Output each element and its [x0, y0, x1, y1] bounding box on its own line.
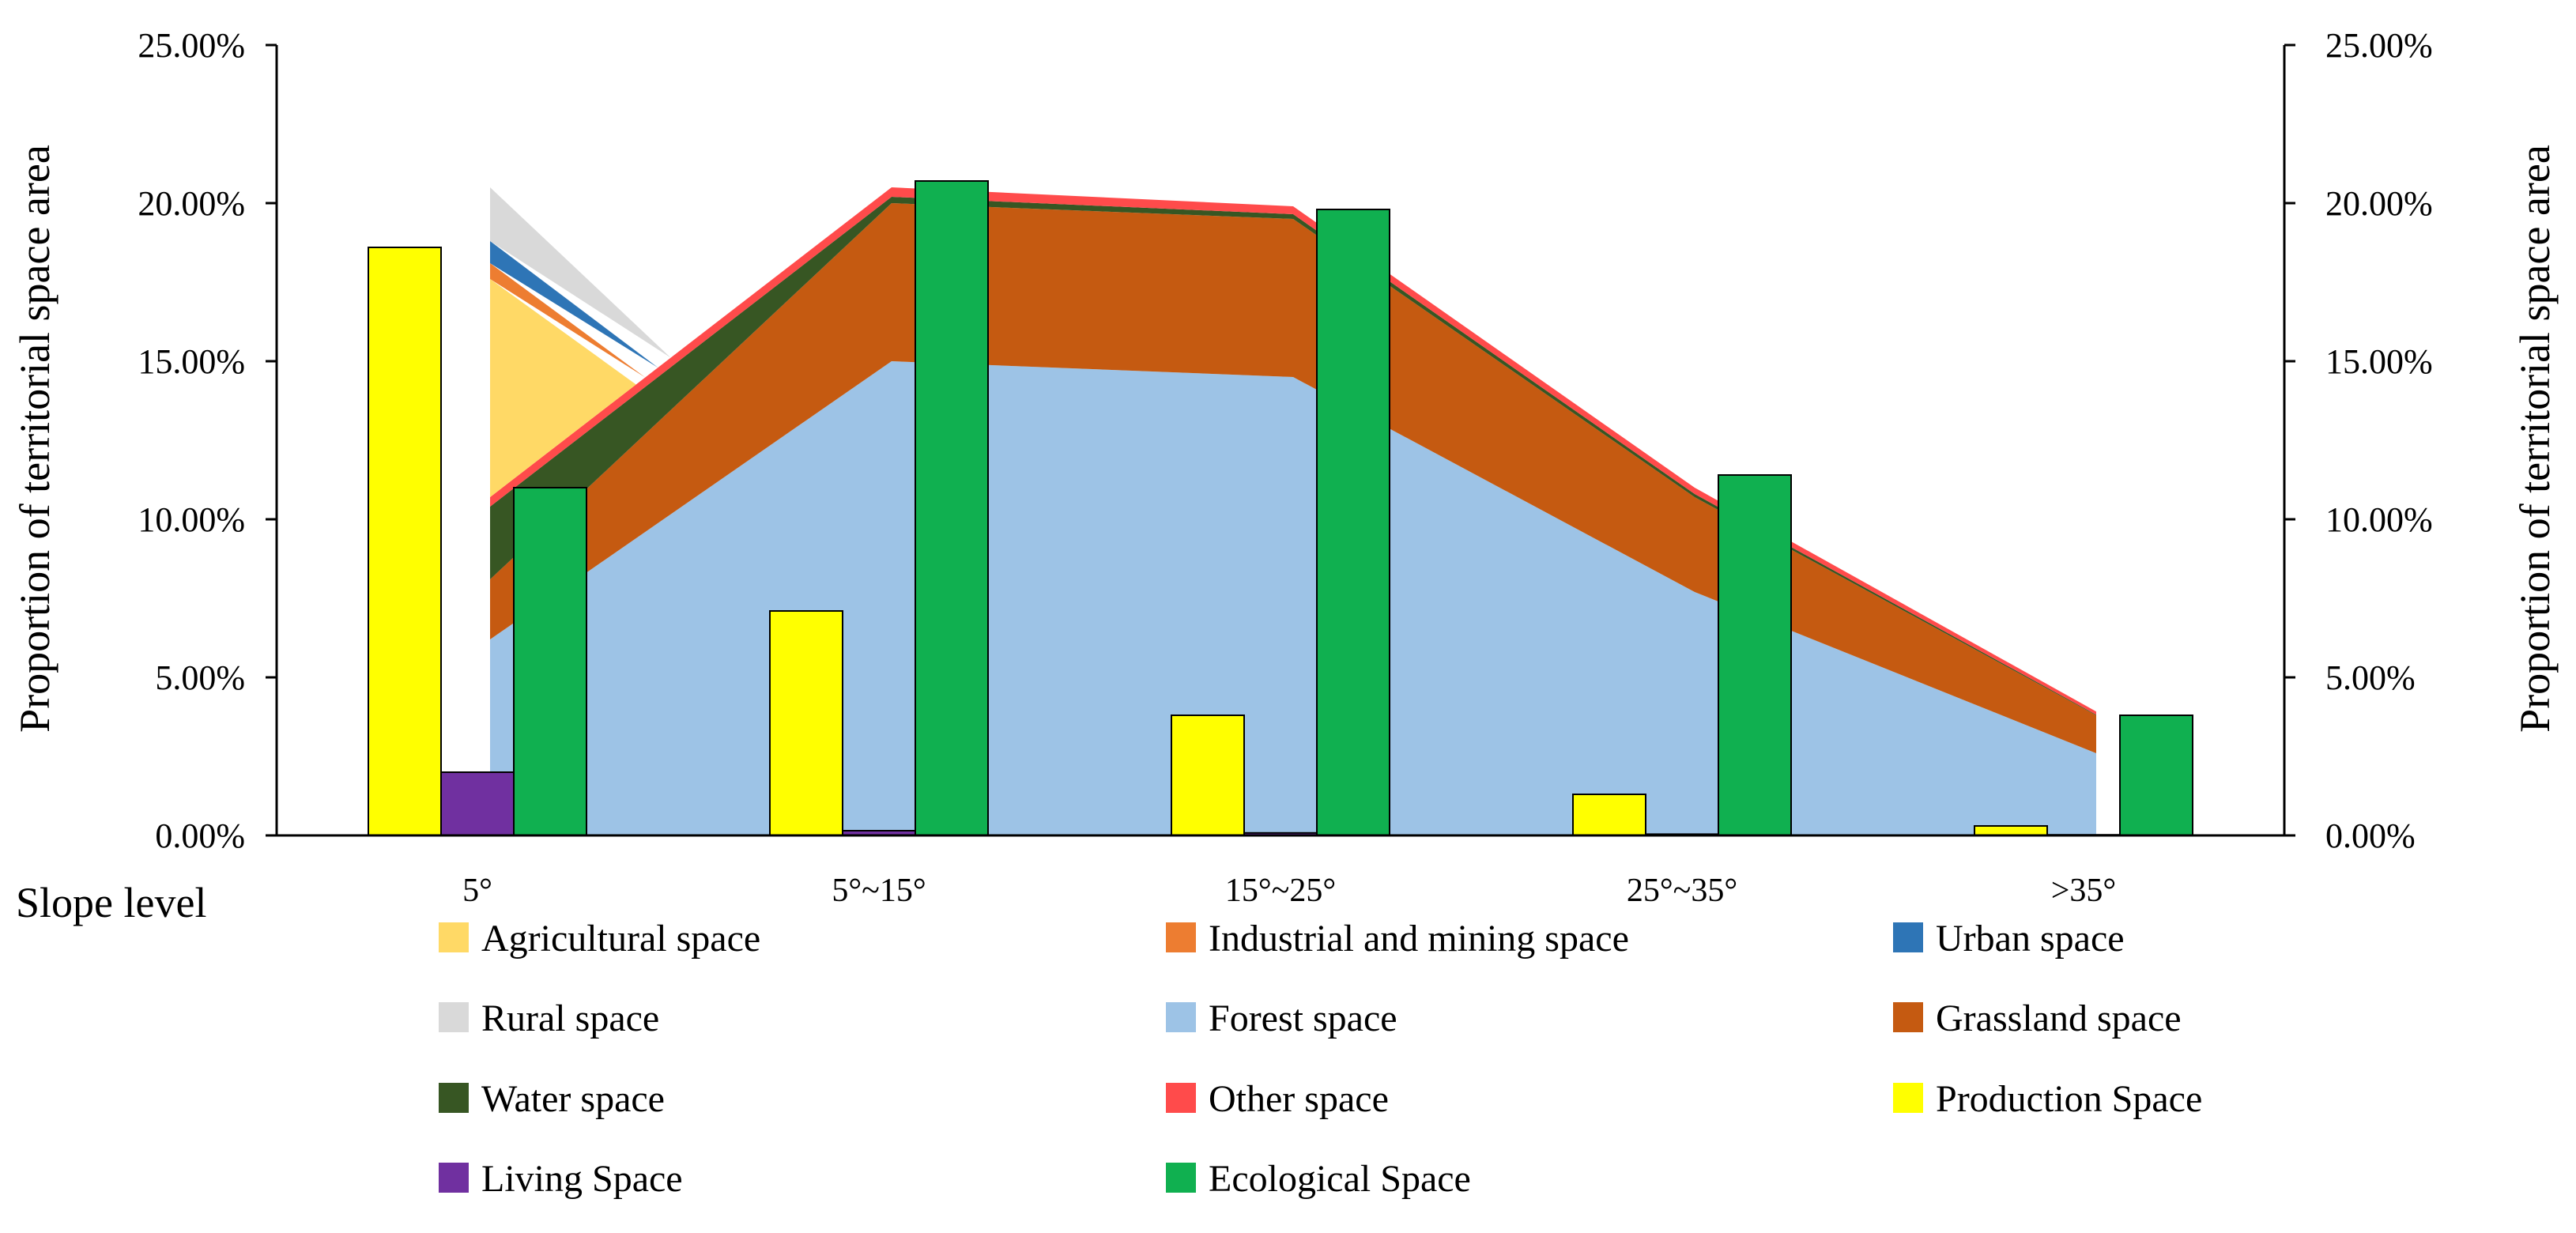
x-tick-label: 5°~15° — [832, 873, 926, 909]
y-axis-title-right: Proportion of territorial space area — [2511, 145, 2559, 733]
legend-swatch-living-space — [439, 1163, 469, 1193]
legend-swatch-production-space — [1893, 1083, 1923, 1113]
legend-label-urban-space: Urban space — [1936, 918, 2125, 960]
area-urban-space — [490, 241, 658, 368]
legend-swatch-forest-space — [1166, 1002, 1196, 1032]
legend-label-ecological-space: Ecological Space — [1209, 1158, 1471, 1200]
area-agricultural-space — [490, 279, 636, 497]
x-tick-label: 5° — [462, 873, 492, 909]
legend-label-grassland-space: Grassland space — [1936, 997, 2182, 1039]
legend: Agricultural space Industrial and mining … — [439, 918, 2202, 1200]
legend-swatch-water-space — [439, 1083, 469, 1113]
y-tick-label-left: 0.00% — [155, 816, 245, 855]
legend-label-living-space: Living Space — [481, 1158, 683, 1200]
y-axis-title-left: Proportion of territorial space area — [11, 145, 58, 733]
legend-label-industrial-and-mining-space: Industrial and mining space — [1209, 918, 1629, 960]
legend-swatch-rural-space — [439, 1002, 469, 1032]
y-tick-label-right: 0.00% — [2325, 816, 2416, 855]
bar-ecological-space — [513, 487, 587, 836]
bar-ecological-space — [915, 180, 989, 836]
x-tick-label: 15°~25° — [1225, 873, 1336, 909]
area-layer — [490, 187, 2096, 835]
bar-production-space — [1572, 794, 1646, 836]
area-grassland-space — [490, 203, 2096, 753]
legend-label-other-space: Other space — [1209, 1078, 1389, 1120]
y-tick-label-right: 5.00% — [2325, 658, 2416, 697]
bar-living-space — [440, 771, 515, 836]
bar-production-space — [1171, 715, 1245, 836]
area-forest-space — [490, 361, 2096, 835]
legend-swatch-ecological-space — [1166, 1163, 1196, 1193]
area-industrial-and-mining-space — [490, 263, 646, 378]
bar-production-space — [769, 610, 843, 836]
legend-label-agricultural-space: Agricultural space — [481, 918, 760, 960]
x-axis-title: Slope level — [16, 879, 206, 926]
x-tick-label: 25°~35° — [1627, 873, 1737, 909]
bar-ecological-space — [2119, 715, 2193, 836]
legend-label-rural-space: Rural space — [481, 997, 659, 1039]
y-tick-label-right: 25.00% — [2325, 26, 2433, 65]
y-tick-label-left: 20.00% — [138, 184, 245, 223]
legend-swatch-other-space — [1166, 1083, 1196, 1113]
legend-label-production-space: Production Space — [1936, 1078, 2202, 1120]
tick-layer: 0.00% 0.00% 5.00% 5.00% 10.00% 10.00% 15.00% 15… — [138, 26, 2432, 909]
legend-label-water-space: Water space — [481, 1078, 665, 1120]
bar-production-space — [368, 247, 442, 836]
bar-layer — [368, 180, 2193, 837]
legend-label-forest-space: Forest space — [1209, 997, 1397, 1039]
area-rural-space — [490, 187, 671, 358]
x-tick-label: >35° — [2051, 873, 2116, 909]
legend-swatch-urban-space — [1893, 922, 1923, 952]
y-tick-label-left: 10.00% — [138, 500, 245, 539]
y-tick-label-left: 5.00% — [155, 658, 245, 697]
legend-swatch-industrial-and-mining-space — [1166, 922, 1196, 952]
y-tick-label-right: 20.00% — [2325, 184, 2433, 223]
y-tick-label-right: 15.00% — [2325, 342, 2433, 381]
y-tick-label-left: 15.00% — [138, 342, 245, 381]
y-tick-label-right: 10.00% — [2325, 500, 2433, 539]
bar-ecological-space — [1718, 474, 1792, 836]
legend-swatch-grassland-space — [1893, 1002, 1923, 1032]
bar-production-space — [1974, 825, 2048, 836]
legend-swatch-agricultural-space — [439, 922, 469, 952]
y-tick-label-left: 25.00% — [138, 26, 245, 65]
bar-ecological-space — [1316, 209, 1390, 836]
